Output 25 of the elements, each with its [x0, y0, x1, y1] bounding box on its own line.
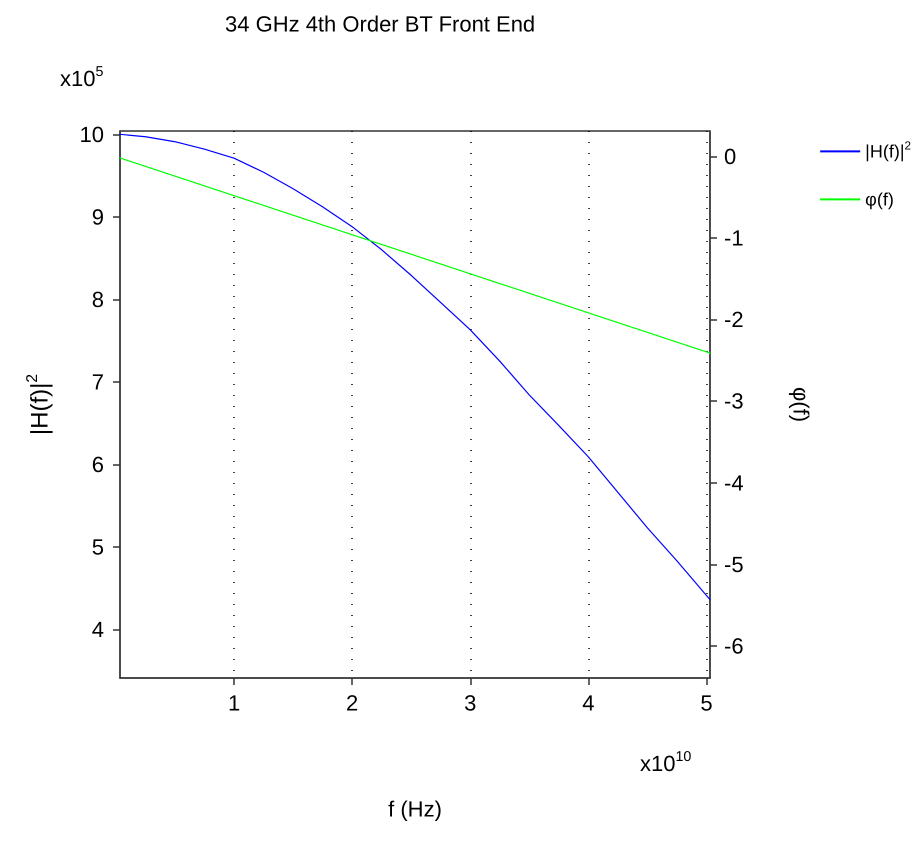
y2-tick-label: -1: [724, 225, 744, 250]
x-tick-label: 2: [346, 690, 358, 716]
x-tick-label: 3: [464, 690, 476, 716]
y-tick-label: 7: [92, 369, 104, 394]
y2-tick-label: 0: [724, 144, 736, 169]
y-tick-label: 5: [92, 534, 104, 560]
chart-title: 34 GHz 4th Order BT Front End: [225, 12, 536, 36]
x-tick-label: 1: [228, 690, 240, 716]
y2-tick-label: -4: [724, 470, 744, 496]
y2-tick-label: -3: [724, 388, 744, 414]
y2-tick-label: -6: [724, 634, 744, 659]
line-series: [119, 134, 711, 600]
y2-axis-title: φ(f): [788, 386, 814, 422]
y-tick-label: 6: [92, 452, 104, 477]
y-axis-title: |H(f)|2: [24, 374, 54, 436]
y-tick-label: 8: [92, 286, 104, 312]
y2-tick-label: -5: [724, 552, 744, 578]
y2-tick-label: -2: [724, 307, 744, 332]
legend-label: φ(f): [865, 189, 894, 210]
x-axis-title: f (Hz): [388, 796, 442, 822]
y-tick-label: 10: [80, 122, 104, 147]
x-tick-label: 5: [700, 690, 713, 716]
y-tick-label: 4: [92, 616, 104, 642]
x-tick-label: 4: [582, 690, 594, 716]
y-tick-label: 9: [92, 204, 104, 230]
